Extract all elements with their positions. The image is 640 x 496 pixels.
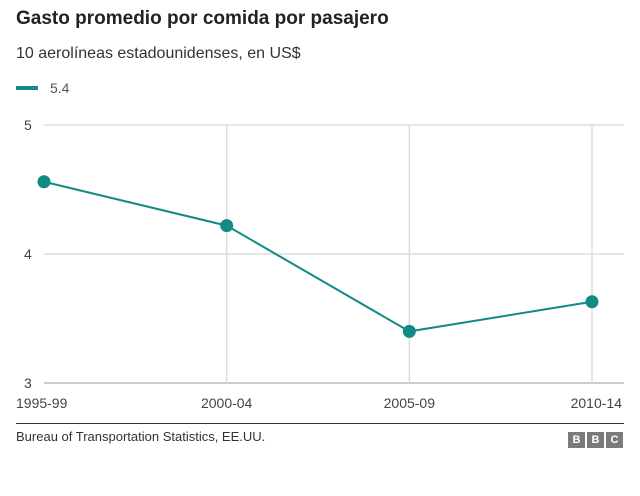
- bbc-logo-letter: C: [606, 432, 623, 448]
- x-tick-label: 2010-14: [571, 395, 623, 411]
- source-note: Bureau of Transportation Statistics, EE.…: [16, 429, 266, 444]
- line-chart: 3 4 5 1995-99 2000-04 2005-09 2010-14: [16, 117, 624, 411]
- chart-subtitle: 10 aerolíneas estadounidenses, en US$: [16, 45, 301, 62]
- y-tick-label: 5: [24, 117, 32, 133]
- data-point: [585, 295, 599, 309]
- x-tick-label: 2000-04: [201, 395, 253, 411]
- data-point: [220, 219, 234, 233]
- bbc-logo: B B C: [568, 432, 623, 448]
- bbc-logo-letter: B: [568, 432, 585, 448]
- source-divider: [16, 423, 624, 424]
- y-tick-label: 4: [24, 246, 32, 262]
- y-tick-label: 3: [24, 375, 32, 391]
- series-line: [43, 180, 593, 333]
- x-tick-label: 1995-99: [16, 395, 68, 411]
- legend-swatch: [16, 86, 38, 90]
- chart-title: Gasto promedio por comida por pasajero: [16, 8, 389, 29]
- x-tick-label: 2005-09: [384, 395, 436, 411]
- legend: 5.4: [16, 80, 69, 96]
- data-point: [402, 324, 416, 338]
- bbc-logo-letter: B: [587, 432, 604, 448]
- data-point: [37, 175, 51, 189]
- legend-label: 5.4: [50, 80, 70, 96]
